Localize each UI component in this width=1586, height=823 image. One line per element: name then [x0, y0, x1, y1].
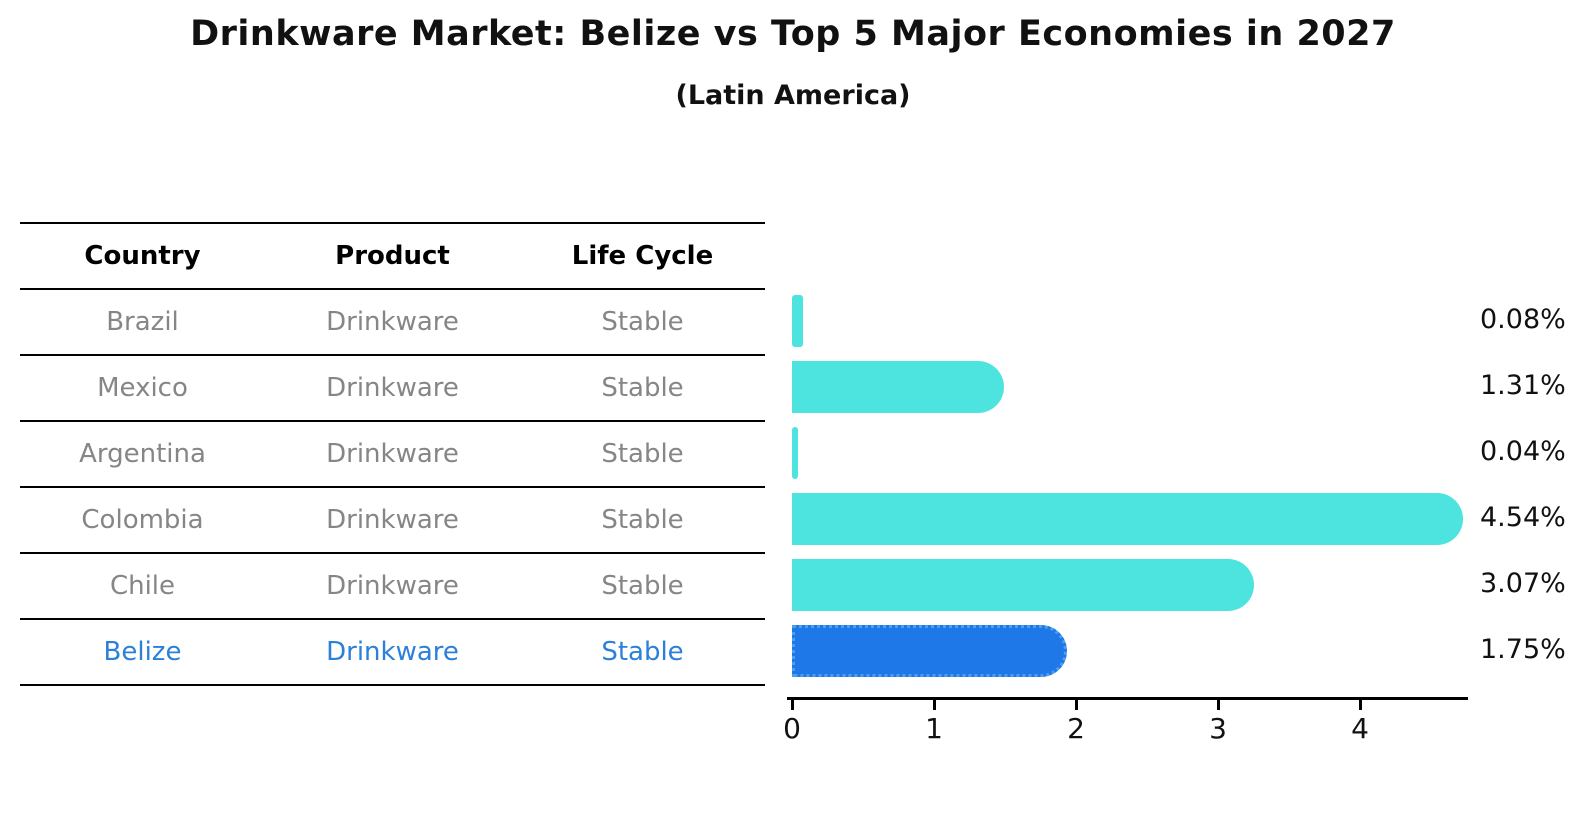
lifecycle-cell: Stable	[601, 637, 684, 667]
bar-brazil	[792, 295, 804, 347]
lifecycle-cell: Stable	[601, 439, 684, 469]
value-label-chile: 3.07%	[1480, 568, 1566, 599]
table-row: Brazil Drinkware Stable	[20, 290, 765, 356]
lifecycle-cell: Stable	[601, 307, 684, 337]
bar-chile	[792, 559, 1254, 611]
table-body: Brazil Drinkware Stable Mexico Drinkware…	[20, 290, 765, 686]
x-tick-label-1: 1	[925, 712, 943, 745]
bar-colombia	[792, 493, 1463, 545]
product-cell: Drinkware	[326, 439, 459, 469]
table-row: Colombia Drinkware Stable	[20, 488, 765, 554]
comparison-table: Country Product Life Cycle Brazil Drinkw…	[20, 222, 765, 686]
x-tick-mark-4	[1358, 700, 1362, 710]
table-row: Belize Drinkware Stable	[20, 620, 765, 686]
table-row: Mexico Drinkware Stable	[20, 356, 765, 422]
country-cell: Argentina	[79, 439, 206, 469]
column-header-product: Product	[335, 241, 450, 271]
chart-title: Drinkware Market: Belize vs Top 5 Major …	[190, 14, 1396, 54]
value-label-brazil: 0.08%	[1480, 304, 1566, 335]
value-label-argentina: 0.04%	[1480, 436, 1566, 467]
x-tick-mark-3	[1216, 700, 1220, 710]
x-tick-label-2: 2	[1067, 712, 1085, 745]
column-header-country: Country	[84, 241, 201, 271]
country-cell: Chile	[109, 571, 176, 601]
lifecycle-cell: Stable	[601, 571, 684, 601]
table-row: Chile Drinkware Stable	[20, 554, 765, 620]
x-tick-mark-1	[932, 700, 936, 710]
product-cell: Drinkware	[326, 505, 459, 535]
bar-argentina	[792, 427, 798, 479]
x-axis-line	[787, 697, 1468, 700]
chart-subtitle: (Latin America)	[675, 80, 911, 111]
product-cell: Drinkware	[326, 637, 459, 667]
value-label-colombia: 4.54%	[1480, 502, 1566, 533]
country-cell: Colombia	[81, 505, 204, 535]
product-cell: Drinkware	[326, 307, 459, 337]
value-label-belize: 1.75%	[1480, 634, 1566, 665]
value-label-mexico: 1.31%	[1480, 370, 1566, 401]
bar-mexico	[792, 361, 1005, 413]
product-cell: Drinkware	[326, 373, 459, 403]
country-cell: Brazil	[106, 307, 179, 337]
lifecycle-cell: Stable	[601, 373, 684, 403]
x-tick-mark-0	[790, 700, 794, 710]
x-tick-label-3: 3	[1209, 712, 1227, 745]
x-tick-mark-2	[1074, 700, 1078, 710]
table-row: Argentina Drinkware Stable	[20, 422, 765, 488]
country-cell: Belize	[103, 637, 182, 667]
column-header-lifecycle: Life Cycle	[571, 241, 714, 271]
x-tick-label-0: 0	[783, 712, 801, 745]
table-header-row: Country Product Life Cycle	[20, 222, 765, 290]
product-cell: Drinkware	[326, 571, 459, 601]
x-tick-label-4: 4	[1351, 712, 1369, 745]
country-cell: Mexico	[97, 373, 188, 403]
lifecycle-cell: Stable	[601, 505, 684, 535]
bar-belize	[792, 625, 1067, 677]
